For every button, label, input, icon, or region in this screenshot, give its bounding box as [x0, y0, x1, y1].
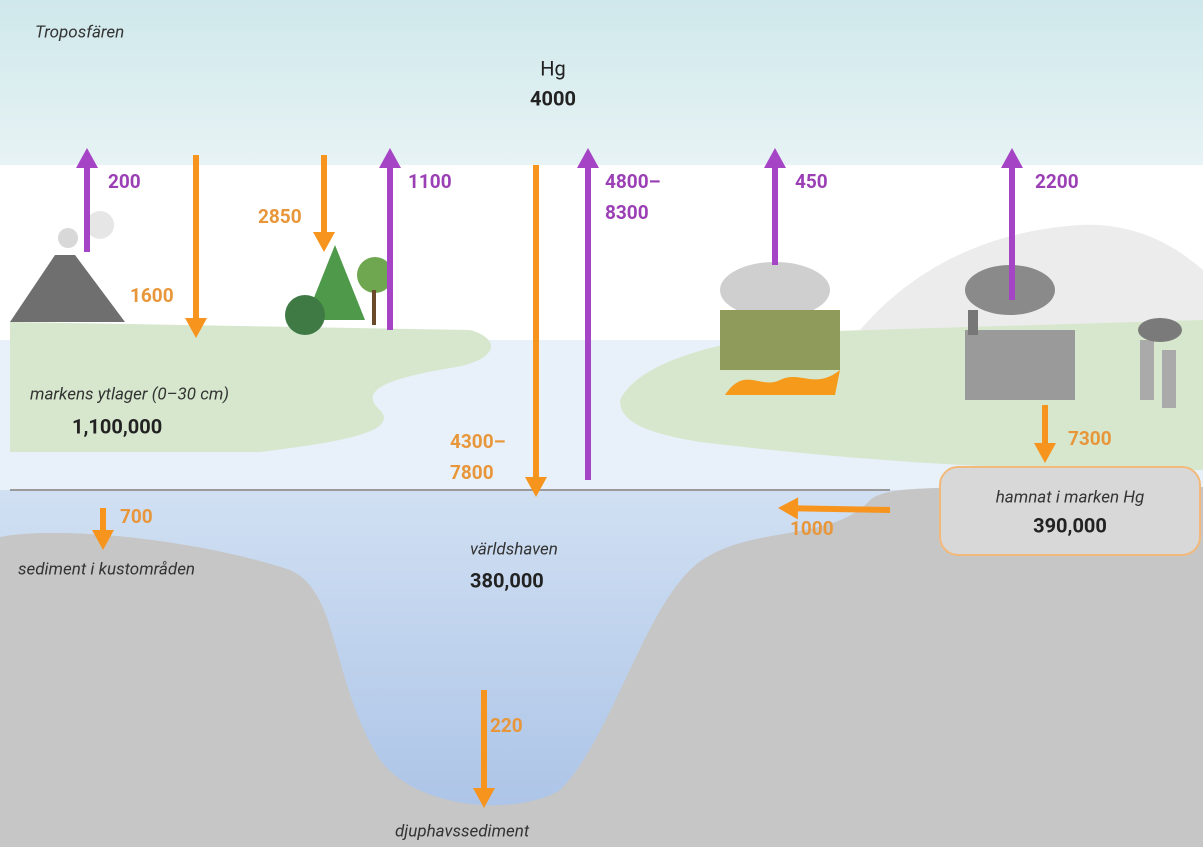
atmosphere-amount: 4000 — [530, 86, 576, 110]
soil-label: markens ytlager (0–30 cm) — [30, 384, 229, 404]
flux-label: 4800– — [605, 170, 661, 193]
arrow-head — [525, 477, 547, 497]
flux-label: 2850 — [258, 205, 302, 228]
ocean-label: världshaven — [470, 539, 558, 559]
chimney — [1162, 350, 1176, 408]
coastal-sediment-label: sediment i kustområden — [18, 559, 195, 579]
flux-label: 700 — [120, 505, 153, 528]
smoke — [86, 211, 114, 239]
arrow-head — [185, 318, 207, 338]
flux-label: 1100 — [408, 170, 452, 193]
flux-label: 8300 — [605, 201, 649, 224]
arrow-head — [313, 232, 335, 252]
volcano — [10, 255, 125, 322]
stored-label: hamnat i marken Hg — [996, 487, 1145, 507]
seabed — [0, 486, 1203, 847]
flux-label: 7300 — [1068, 427, 1112, 450]
smoke — [58, 228, 78, 248]
flux-label: 7800 — [450, 461, 494, 484]
factory — [965, 330, 1075, 400]
forest — [720, 310, 840, 370]
flux-label: 4300– — [450, 430, 506, 453]
arrow-head — [778, 497, 799, 520]
flux-label: 1000 — [790, 517, 834, 540]
trunk — [372, 290, 376, 325]
element: Hg — [540, 56, 566, 80]
soil-amount: 1,100,000 — [72, 414, 162, 438]
tree — [285, 295, 325, 335]
smoke — [720, 262, 830, 318]
arrow-head — [1001, 148, 1023, 168]
flux-label: 200 — [108, 170, 141, 193]
tree — [305, 245, 365, 320]
storage-box — [939, 466, 1201, 556]
flux-label: 450 — [795, 170, 828, 193]
arrow-head — [577, 148, 599, 168]
smoke — [1138, 318, 1182, 342]
flux-label: 2200 — [1035, 170, 1079, 193]
chimney — [1140, 340, 1154, 400]
flux-label: 220 — [490, 714, 523, 737]
stored-amount: 390,000 — [1033, 513, 1107, 537]
ocean-amount: 380,000 — [470, 568, 544, 592]
atmosphere-label: Troposfären — [35, 22, 124, 42]
flux-label: 1600 — [130, 284, 174, 307]
arrow-head — [92, 530, 114, 550]
arrow-head — [764, 148, 786, 168]
arrow-head — [1034, 443, 1056, 463]
land-left — [10, 322, 492, 452]
deep-sediment-label: djuphavssediment — [395, 821, 530, 841]
tree — [357, 257, 393, 293]
flux-arrow — [797, 505, 891, 513]
arrow-head — [473, 788, 495, 808]
arrow-head — [379, 148, 401, 168]
troposphere — [0, 0, 1203, 165]
chimney — [968, 310, 978, 335]
arrow-head — [76, 148, 98, 168]
fire — [725, 370, 840, 395]
